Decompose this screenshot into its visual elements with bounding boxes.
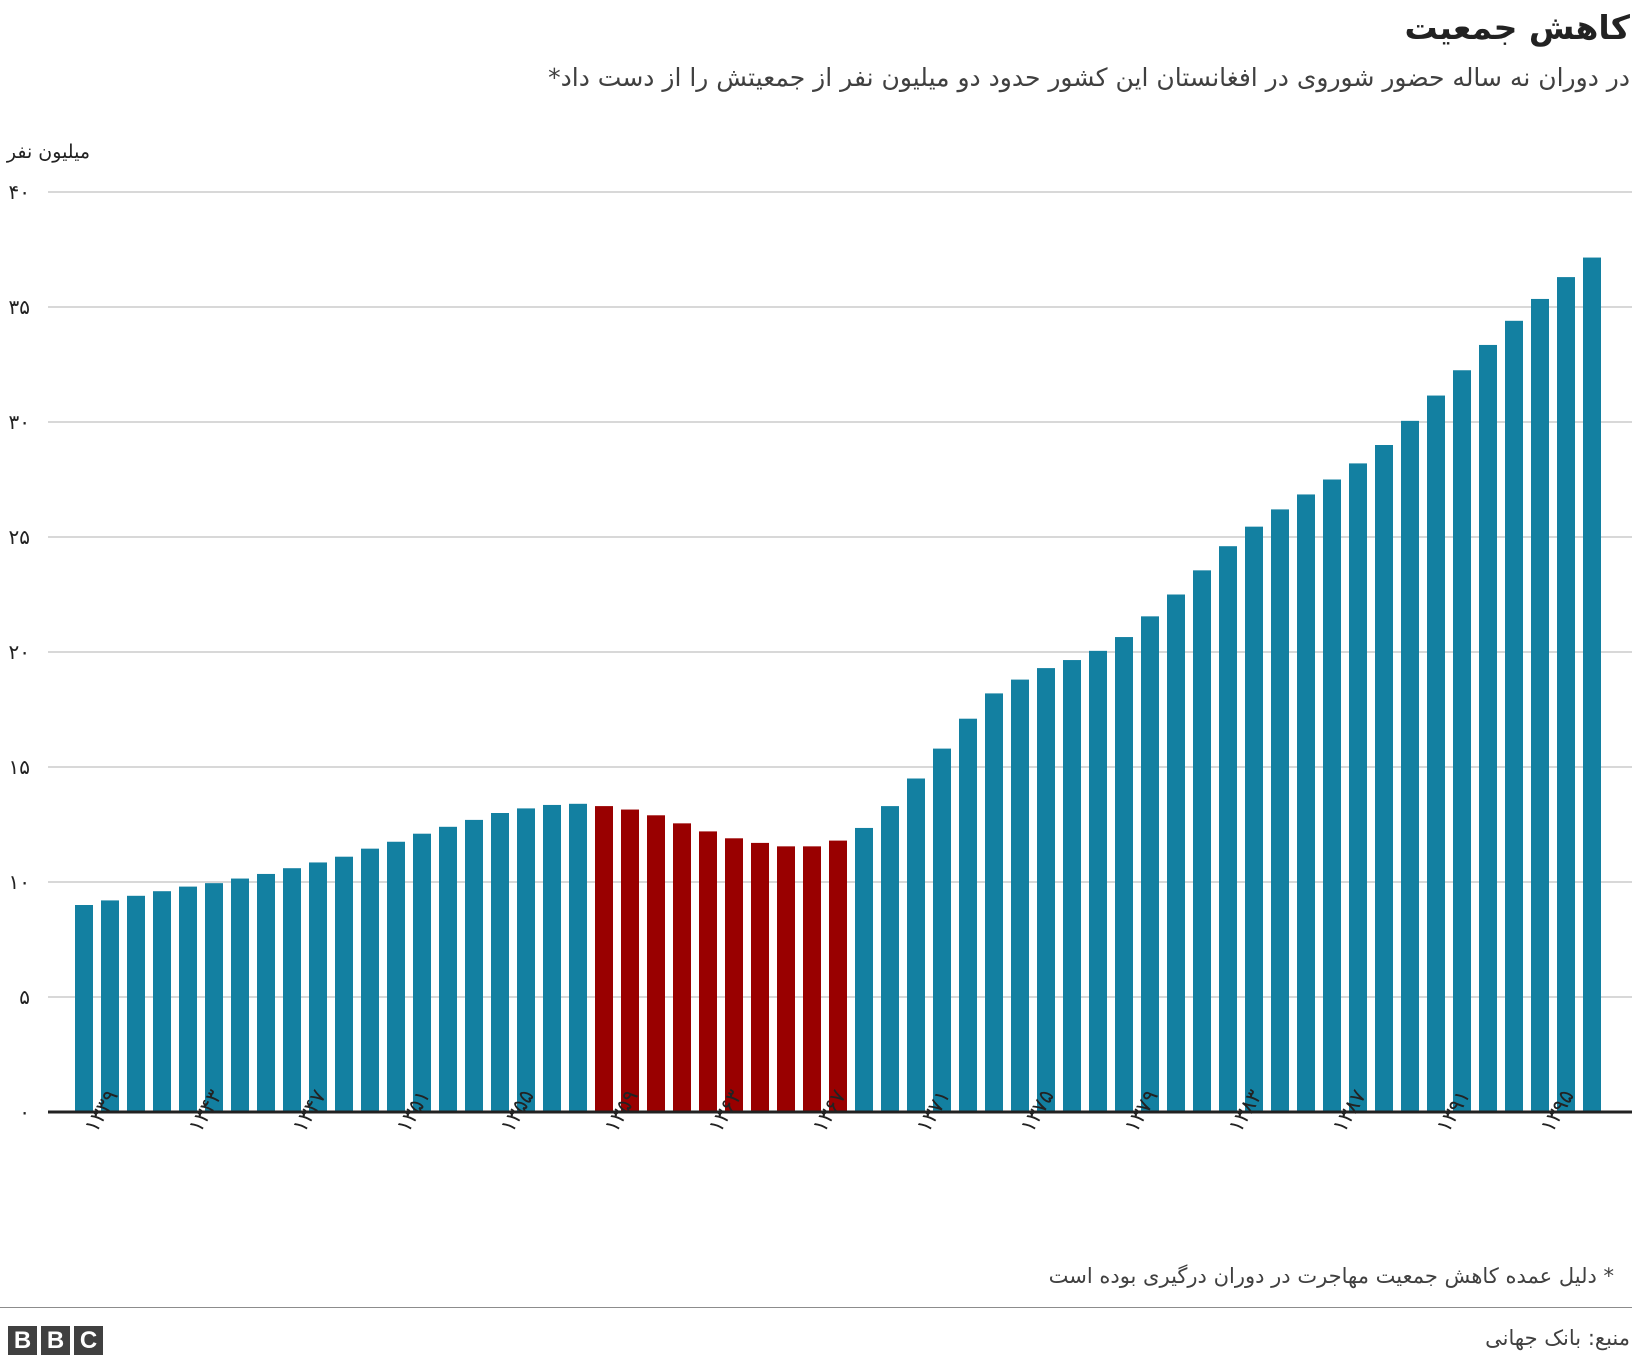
- chart-subtitle: در دوران نه ساله حضور شوروی در افغانستان…: [548, 63, 1630, 92]
- bar: [1453, 370, 1471, 1112]
- bbc-logo-letter: C: [74, 1326, 103, 1355]
- bar: [1245, 526, 1263, 1112]
- bar: [153, 891, 171, 1112]
- bar: [335, 856, 353, 1112]
- bar: [1037, 668, 1055, 1112]
- bar: [361, 848, 379, 1112]
- bar: [101, 900, 119, 1112]
- y-axis-tick-labels: ۰ ۵ ۱۰ ۱۵ ۲۰ ۲۵ ۳۰ ۳۵ ۴۰: [9, 180, 30, 1124]
- bar: [1167, 594, 1185, 1112]
- bar: [1271, 509, 1289, 1112]
- y-tick-label: ۰: [19, 1100, 30, 1124]
- chart-title: کاهش جمعیت: [1404, 8, 1630, 47]
- footnote: * دلیل عمده کاهش جمعیت مهاجرت در دوران د…: [1048, 1264, 1614, 1288]
- bar: [1375, 445, 1393, 1112]
- bar: [1193, 570, 1211, 1112]
- source-note: منبع: بانک جهانی: [1485, 1326, 1630, 1350]
- y-tick-label: ۱۰: [9, 870, 30, 894]
- bar: [1219, 546, 1237, 1112]
- x-axis-tick-labels: ۱۳۳۹ ۱۳۴۳ ۱۳۴۷ ۱۳۵۱ ۱۳۵۵ ۱۳۵۹ ۱۳۶۳ ۱۳۶۷ ۱۳۷۱ ۱۳۷۵…: [80, 1085, 1579, 1136]
- y-tick-label: ۱۵: [9, 755, 30, 779]
- bar: [959, 718, 977, 1112]
- bar: [985, 693, 1003, 1112]
- bar: [933, 748, 951, 1112]
- y-tick-label: ۳۰: [9, 410, 30, 434]
- bar: [777, 846, 795, 1112]
- bar: [1323, 479, 1341, 1112]
- bar: [907, 778, 925, 1112]
- bar: [725, 838, 743, 1112]
- bar: [413, 833, 431, 1112]
- y-tick-label: ۲۰: [9, 640, 30, 664]
- y-axis-title: میلیون نفر: [6, 141, 90, 163]
- bar: [517, 808, 535, 1112]
- bar: [1557, 277, 1575, 1113]
- bar: [595, 806, 613, 1112]
- bar: [1089, 650, 1107, 1112]
- bbc-logo: B B C: [8, 1326, 103, 1355]
- bar: [75, 905, 93, 1112]
- y-tick-label: ۵: [19, 985, 30, 1009]
- bar: [569, 803, 587, 1112]
- bar: [1297, 494, 1315, 1112]
- bar: [1141, 616, 1159, 1112]
- bar: [127, 895, 145, 1112]
- bar: [1531, 298, 1549, 1112]
- bar: [1063, 660, 1081, 1112]
- bar: [621, 809, 639, 1112]
- bar: [491, 813, 509, 1112]
- bar: [829, 840, 847, 1112]
- bar: [1479, 344, 1497, 1112]
- bbc-logo-letter: B: [8, 1326, 37, 1355]
- bar: [257, 873, 275, 1112]
- bar: [751, 842, 769, 1112]
- bar: [881, 806, 899, 1112]
- bar: [543, 804, 561, 1112]
- bar: [1583, 257, 1601, 1112]
- footer-divider: [0, 1307, 1632, 1308]
- bars: [75, 257, 1601, 1113]
- y-tick-label: ۲۵: [9, 525, 30, 549]
- bar: [1349, 463, 1367, 1112]
- bar: [803, 846, 821, 1112]
- bar: [205, 883, 223, 1112]
- bar: [283, 868, 301, 1112]
- bbc-logo-letter: B: [41, 1326, 70, 1355]
- y-tick-label: ۳۵: [9, 295, 30, 319]
- bar-chart: ۰ ۵ ۱۰ ۱۵ ۲۰ ۲۵ ۳۰ ۳۵ ۴۰ میلیون نفر ۱۳۳۹ ۱۳۴۳ ۱۳۴۷…: [6, 141, 1632, 1137]
- bar: [1401, 420, 1419, 1113]
- gridlines: [48, 191, 1632, 998]
- bar: [699, 831, 717, 1112]
- y-tick-label: ۴۰: [9, 180, 30, 204]
- bar: [465, 819, 483, 1112]
- bar: [1427, 395, 1445, 1112]
- bar: [1011, 679, 1029, 1112]
- bar: [387, 841, 405, 1112]
- bar: [855, 827, 873, 1112]
- bar: [1505, 320, 1523, 1112]
- bar: [673, 823, 691, 1112]
- bar: [1115, 637, 1133, 1112]
- bar: [231, 878, 249, 1112]
- bar: [647, 815, 665, 1112]
- bar: [439, 826, 457, 1112]
- bar: [309, 862, 327, 1112]
- bar: [179, 886, 197, 1112]
